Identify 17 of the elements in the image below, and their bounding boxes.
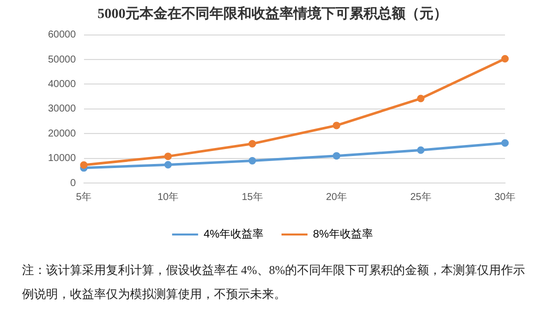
x-tick-label: 30年: [494, 190, 516, 203]
x-tick-label: 5年: [76, 190, 92, 203]
y-tick-label: 50000: [48, 54, 76, 66]
text: 注：该计算采用复利计算，假设收益率在 4%、8%的不同年限下可累积的金额，本测算仅用作示例说明，收益率仅为模拟测算使用，不预示未来。: [22, 262, 526, 303]
legend-label: 4%年收益率: [204, 228, 264, 241]
y-tick-label: 20000: [48, 128, 76, 140]
y-tick-label: 10000: [48, 153, 76, 164]
y-tick-label: 40000: [48, 78, 76, 90]
y-tick-label: 30000: [48, 104, 76, 115]
x-tick-label: 20年: [326, 190, 348, 203]
x-tick-label: 15年: [242, 190, 263, 203]
x-tick-label: 25年: [410, 190, 432, 203]
y-tick-label: 0: [70, 178, 76, 189]
y-tick-label: 60000: [48, 30, 76, 41]
chart-title: 5000元本金在不同年限和收益率情境下可累积总额（元）: [98, 5, 448, 22]
x-tick-label: 10年: [157, 190, 179, 203]
legend-label: 8%年收益率: [313, 228, 373, 241]
